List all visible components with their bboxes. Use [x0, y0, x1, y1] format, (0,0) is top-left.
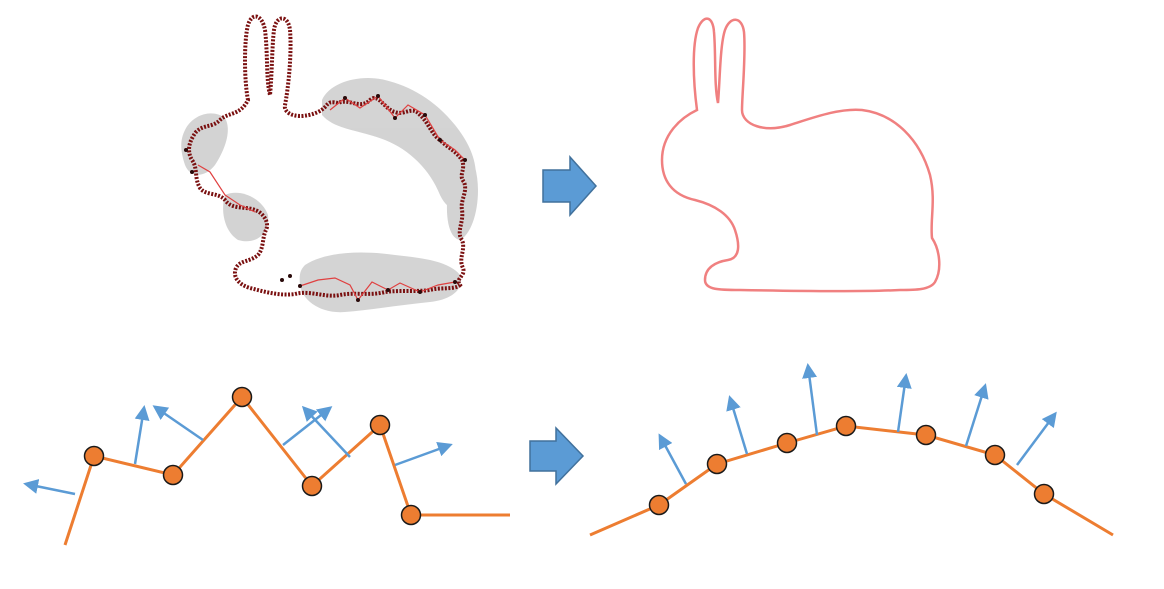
- right-arrow-icon: [542, 155, 598, 217]
- halo-regions: [181, 78, 478, 313]
- vertex: [984, 444, 1006, 466]
- noisy-polyline-bottom: [299, 277, 456, 302]
- noisy-polyline: [63, 394, 510, 546]
- noisy-vertices: [83, 386, 422, 526]
- vertex: [162, 464, 184, 486]
- vertex: [706, 453, 728, 475]
- smooth-bunny-outline: [660, 17, 941, 293]
- smooth-vertices: [648, 415, 1055, 516]
- right-arrow-icon: [529, 426, 585, 486]
- noisy-polyline-panel: [23, 386, 510, 546]
- vertex: [400, 504, 422, 526]
- noisy-polyline-top: [329, 95, 466, 161]
- vertex: [369, 414, 391, 436]
- vertex: [776, 432, 798, 454]
- noisy-bunny-panel: [181, 14, 478, 313]
- vertex: [83, 445, 105, 467]
- noisy-polyline-left: [197, 164, 256, 213]
- noisy-outline: [187, 14, 468, 298]
- vertex: [301, 475, 323, 497]
- noisy-points: [184, 94, 467, 302]
- smooth-normals: [658, 363, 1057, 485]
- vertex: [835, 415, 857, 437]
- vertex: [648, 494, 670, 516]
- noisy-normals: [23, 405, 453, 496]
- vertex: [231, 386, 253, 408]
- vertex: [915, 424, 937, 446]
- vertex: [1033, 483, 1055, 505]
- smooth-polyline-panel: [589, 363, 1114, 537]
